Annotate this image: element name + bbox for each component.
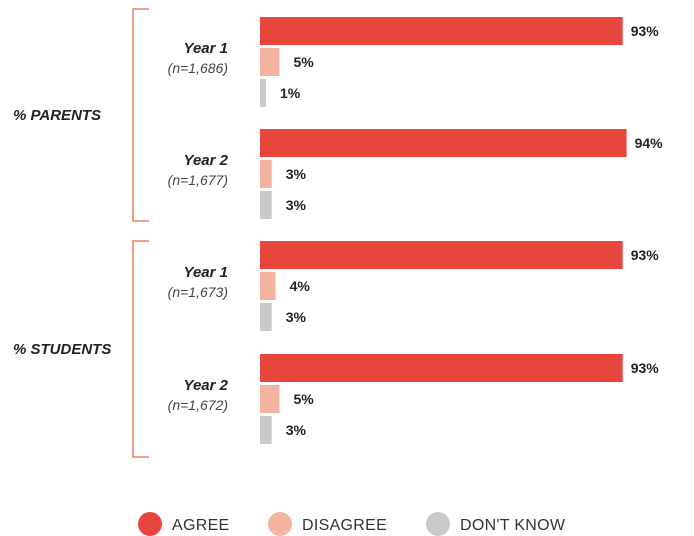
sample-size-label: (n=1,673) — [168, 284, 228, 300]
data-label: 93% — [631, 23, 660, 39]
bar-don-t-know — [260, 416, 272, 444]
legend-label: DISAGREE — [302, 517, 387, 534]
year-label: Year 1 — [184, 40, 228, 57]
bar-disagree — [260, 160, 272, 188]
sample-size-label: (n=1,672) — [168, 397, 228, 413]
data-label: 93% — [631, 360, 660, 376]
year-label: Year 1 — [184, 264, 228, 281]
group-label: % PARENTS — [13, 107, 101, 124]
bar-agree — [260, 241, 623, 269]
group-label: % STUDENTS — [13, 341, 111, 358]
data-label: 3% — [286, 166, 307, 182]
data-label: 4% — [290, 278, 311, 294]
data-label: 5% — [294, 54, 315, 70]
data-label: 3% — [286, 197, 307, 213]
bar-don-t-know — [260, 191, 272, 219]
bar-agree — [260, 129, 627, 157]
legend-marker — [426, 512, 450, 536]
data-label: 1% — [280, 85, 301, 101]
sample-size-label: (n=1,677) — [168, 172, 228, 188]
data-label: 3% — [286, 309, 307, 325]
data-label: 93% — [631, 247, 660, 263]
legend-label: AGREE — [172, 517, 230, 534]
group-bracket — [132, 240, 149, 458]
group-bracket — [132, 8, 149, 222]
bar-don-t-know — [260, 303, 272, 331]
sample-size-label: (n=1,686) — [168, 60, 228, 76]
data-label: 94% — [635, 135, 664, 151]
bar-disagree — [260, 272, 276, 300]
bar-agree — [260, 17, 623, 45]
year-label: Year 2 — [184, 152, 229, 169]
bar-don-t-know — [260, 79, 266, 107]
data-label: 3% — [286, 422, 307, 438]
data-label: 5% — [294, 391, 315, 407]
year-label: Year 2 — [184, 377, 229, 394]
bar-disagree — [260, 48, 280, 76]
legend-marker — [138, 512, 162, 536]
bar-disagree — [260, 385, 280, 413]
legend-marker — [268, 512, 292, 536]
legend-label: DON'T KNOW — [460, 517, 566, 534]
bar-agree — [260, 354, 623, 382]
